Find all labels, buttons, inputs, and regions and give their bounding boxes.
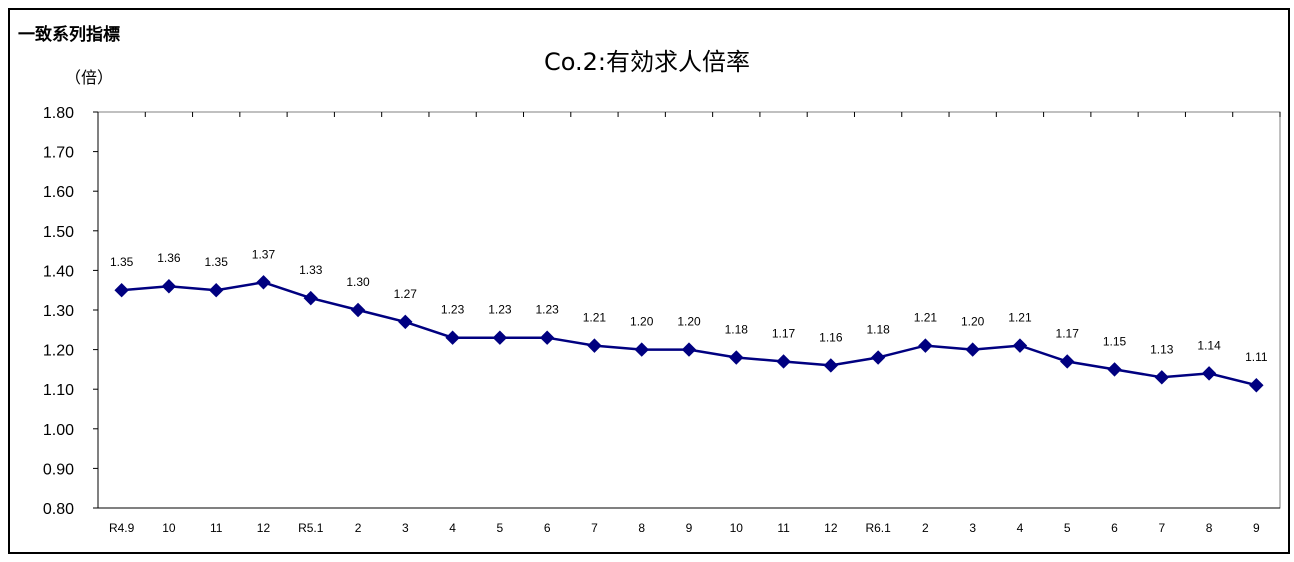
y-tick-label: 1.00 <box>43 422 74 439</box>
data-point-marker <box>303 290 318 306</box>
x-tick-label: R6.1 <box>865 521 891 535</box>
x-tick-label: R4.9 <box>109 521 135 535</box>
data-label: 1.20 <box>677 315 701 329</box>
data-label: 1.18 <box>866 323 890 337</box>
data-label: 1.23 <box>441 303 465 317</box>
data-point-marker <box>1060 354 1075 369</box>
data-point-marker <box>776 354 791 369</box>
data-label: 1.30 <box>346 275 370 289</box>
y-axis-unit-label: （倍） <box>65 68 114 87</box>
x-tick-label: R5.1 <box>298 521 324 535</box>
y-tick-label: 1.60 <box>43 184 74 201</box>
data-label: 1.13 <box>1150 342 1174 356</box>
data-point-marker <box>256 275 271 290</box>
data-labels: 1.35 1.36 1.35 1.37 1.33 1.30 1.27 1.23 1.23 1.23… <box>110 247 1268 364</box>
y-tick-label: 1.40 <box>43 263 74 280</box>
x-tick-label: 7 <box>591 521 598 535</box>
data-label: 1.11 <box>1245 350 1268 364</box>
x-tick-label: 2 <box>922 521 929 535</box>
data-label: 1.15 <box>1103 334 1127 348</box>
data-label: 1.16 <box>819 330 843 344</box>
data-point-marker <box>492 330 508 345</box>
data-label: 1.21 <box>1008 311 1032 325</box>
x-tick-label: 6 <box>544 521 551 535</box>
data-label: 1.23 <box>535 303 559 317</box>
data-label: 1.33 <box>299 263 323 277</box>
series-category-label: 一致系列指標 <box>18 25 120 45</box>
y-tick-label: 1.50 <box>43 224 74 241</box>
x-tick-label: 4 <box>1017 521 1024 535</box>
x-tick-label: 9 <box>1253 521 1260 535</box>
data-label: 1.37 <box>252 247 276 261</box>
x-tick-label: 8 <box>1206 521 1213 535</box>
data-point-marker <box>823 358 839 373</box>
x-axis: R4.9 10 11 12 R5.1 2 3 4 5 6 7 8 9 10 11 12 R6.1 2 3 4 5 6 7 8 9 <box>97 112 1281 535</box>
y-tick-label: 0.80 <box>43 501 74 518</box>
data-point-marker <box>1201 366 1217 381</box>
data-point-marker <box>1249 378 1264 393</box>
data-label: 1.23 <box>488 303 512 317</box>
x-tick-label: 3 <box>969 521 976 535</box>
x-tick-label: 12 <box>257 521 271 535</box>
data-point-marker <box>965 342 980 357</box>
y-tick-label: 1.30 <box>43 303 74 320</box>
data-label: 1.20 <box>961 315 985 329</box>
data-point-marker <box>681 342 697 357</box>
x-tick-label: 7 <box>1158 521 1165 535</box>
series-markers <box>114 275 1264 393</box>
data-point-marker <box>539 330 555 345</box>
data-label: 1.17 <box>772 326 796 340</box>
data-label: 1.18 <box>725 323 749 337</box>
data-point-marker <box>1012 338 1028 353</box>
data-label: 1.14 <box>1197 338 1221 352</box>
data-label: 1.36 <box>157 251 181 265</box>
data-point-marker <box>1107 362 1122 377</box>
data-point-marker <box>918 338 933 353</box>
data-label: 1.21 <box>914 311 938 325</box>
data-point-marker <box>398 314 413 330</box>
y-axis: 1.80 1.70 1.60 1.50 1.40 1.30 1.20 1.10 1.00 0.90… <box>43 105 99 518</box>
x-tick-label: 8 <box>638 521 645 535</box>
x-tick-label: 5 <box>497 521 504 535</box>
x-tick-label: 3 <box>402 521 409 535</box>
y-tick-label: 1.10 <box>43 382 74 399</box>
y-tick-label: 1.20 <box>43 343 74 360</box>
data-point-marker <box>350 302 366 318</box>
x-tick-label: 5 <box>1064 521 1071 535</box>
data-point-marker <box>634 342 649 357</box>
data-point-marker <box>445 330 460 345</box>
x-tick-label: 9 <box>686 521 693 535</box>
x-tick-label: 11 <box>777 521 790 535</box>
data-point-marker <box>587 338 602 353</box>
plot-area <box>97 111 1281 509</box>
y-tick-label: 1.80 <box>43 105 74 122</box>
chart-title: Co.2:有効求人倍率 <box>543 48 750 76</box>
x-tick-label: 6 <box>1111 521 1118 535</box>
x-tick-label: 11 <box>210 521 223 535</box>
data-label: 1.21 <box>583 311 607 325</box>
x-tick-label: 4 <box>449 521 456 535</box>
data-point-marker <box>161 279 177 294</box>
data-point-marker <box>729 350 744 365</box>
x-tick-label: 2 <box>355 521 362 535</box>
data-label: 1.27 <box>394 287 418 301</box>
data-point-marker <box>208 282 224 298</box>
x-tick-label: 12 <box>824 521 838 535</box>
data-point-marker <box>114 282 129 298</box>
x-tick-label: 10 <box>162 521 176 535</box>
data-point-marker <box>870 350 886 365</box>
data-label: 1.17 <box>1056 326 1080 340</box>
data-point-marker <box>1154 370 1170 385</box>
data-label: 1.35 <box>205 255 229 269</box>
data-label: 1.20 <box>630 315 654 329</box>
y-tick-label: 0.90 <box>43 461 74 478</box>
y-tick-label: 1.70 <box>43 145 74 162</box>
x-tick-label: 10 <box>730 521 744 535</box>
data-label: 1.35 <box>110 255 134 269</box>
